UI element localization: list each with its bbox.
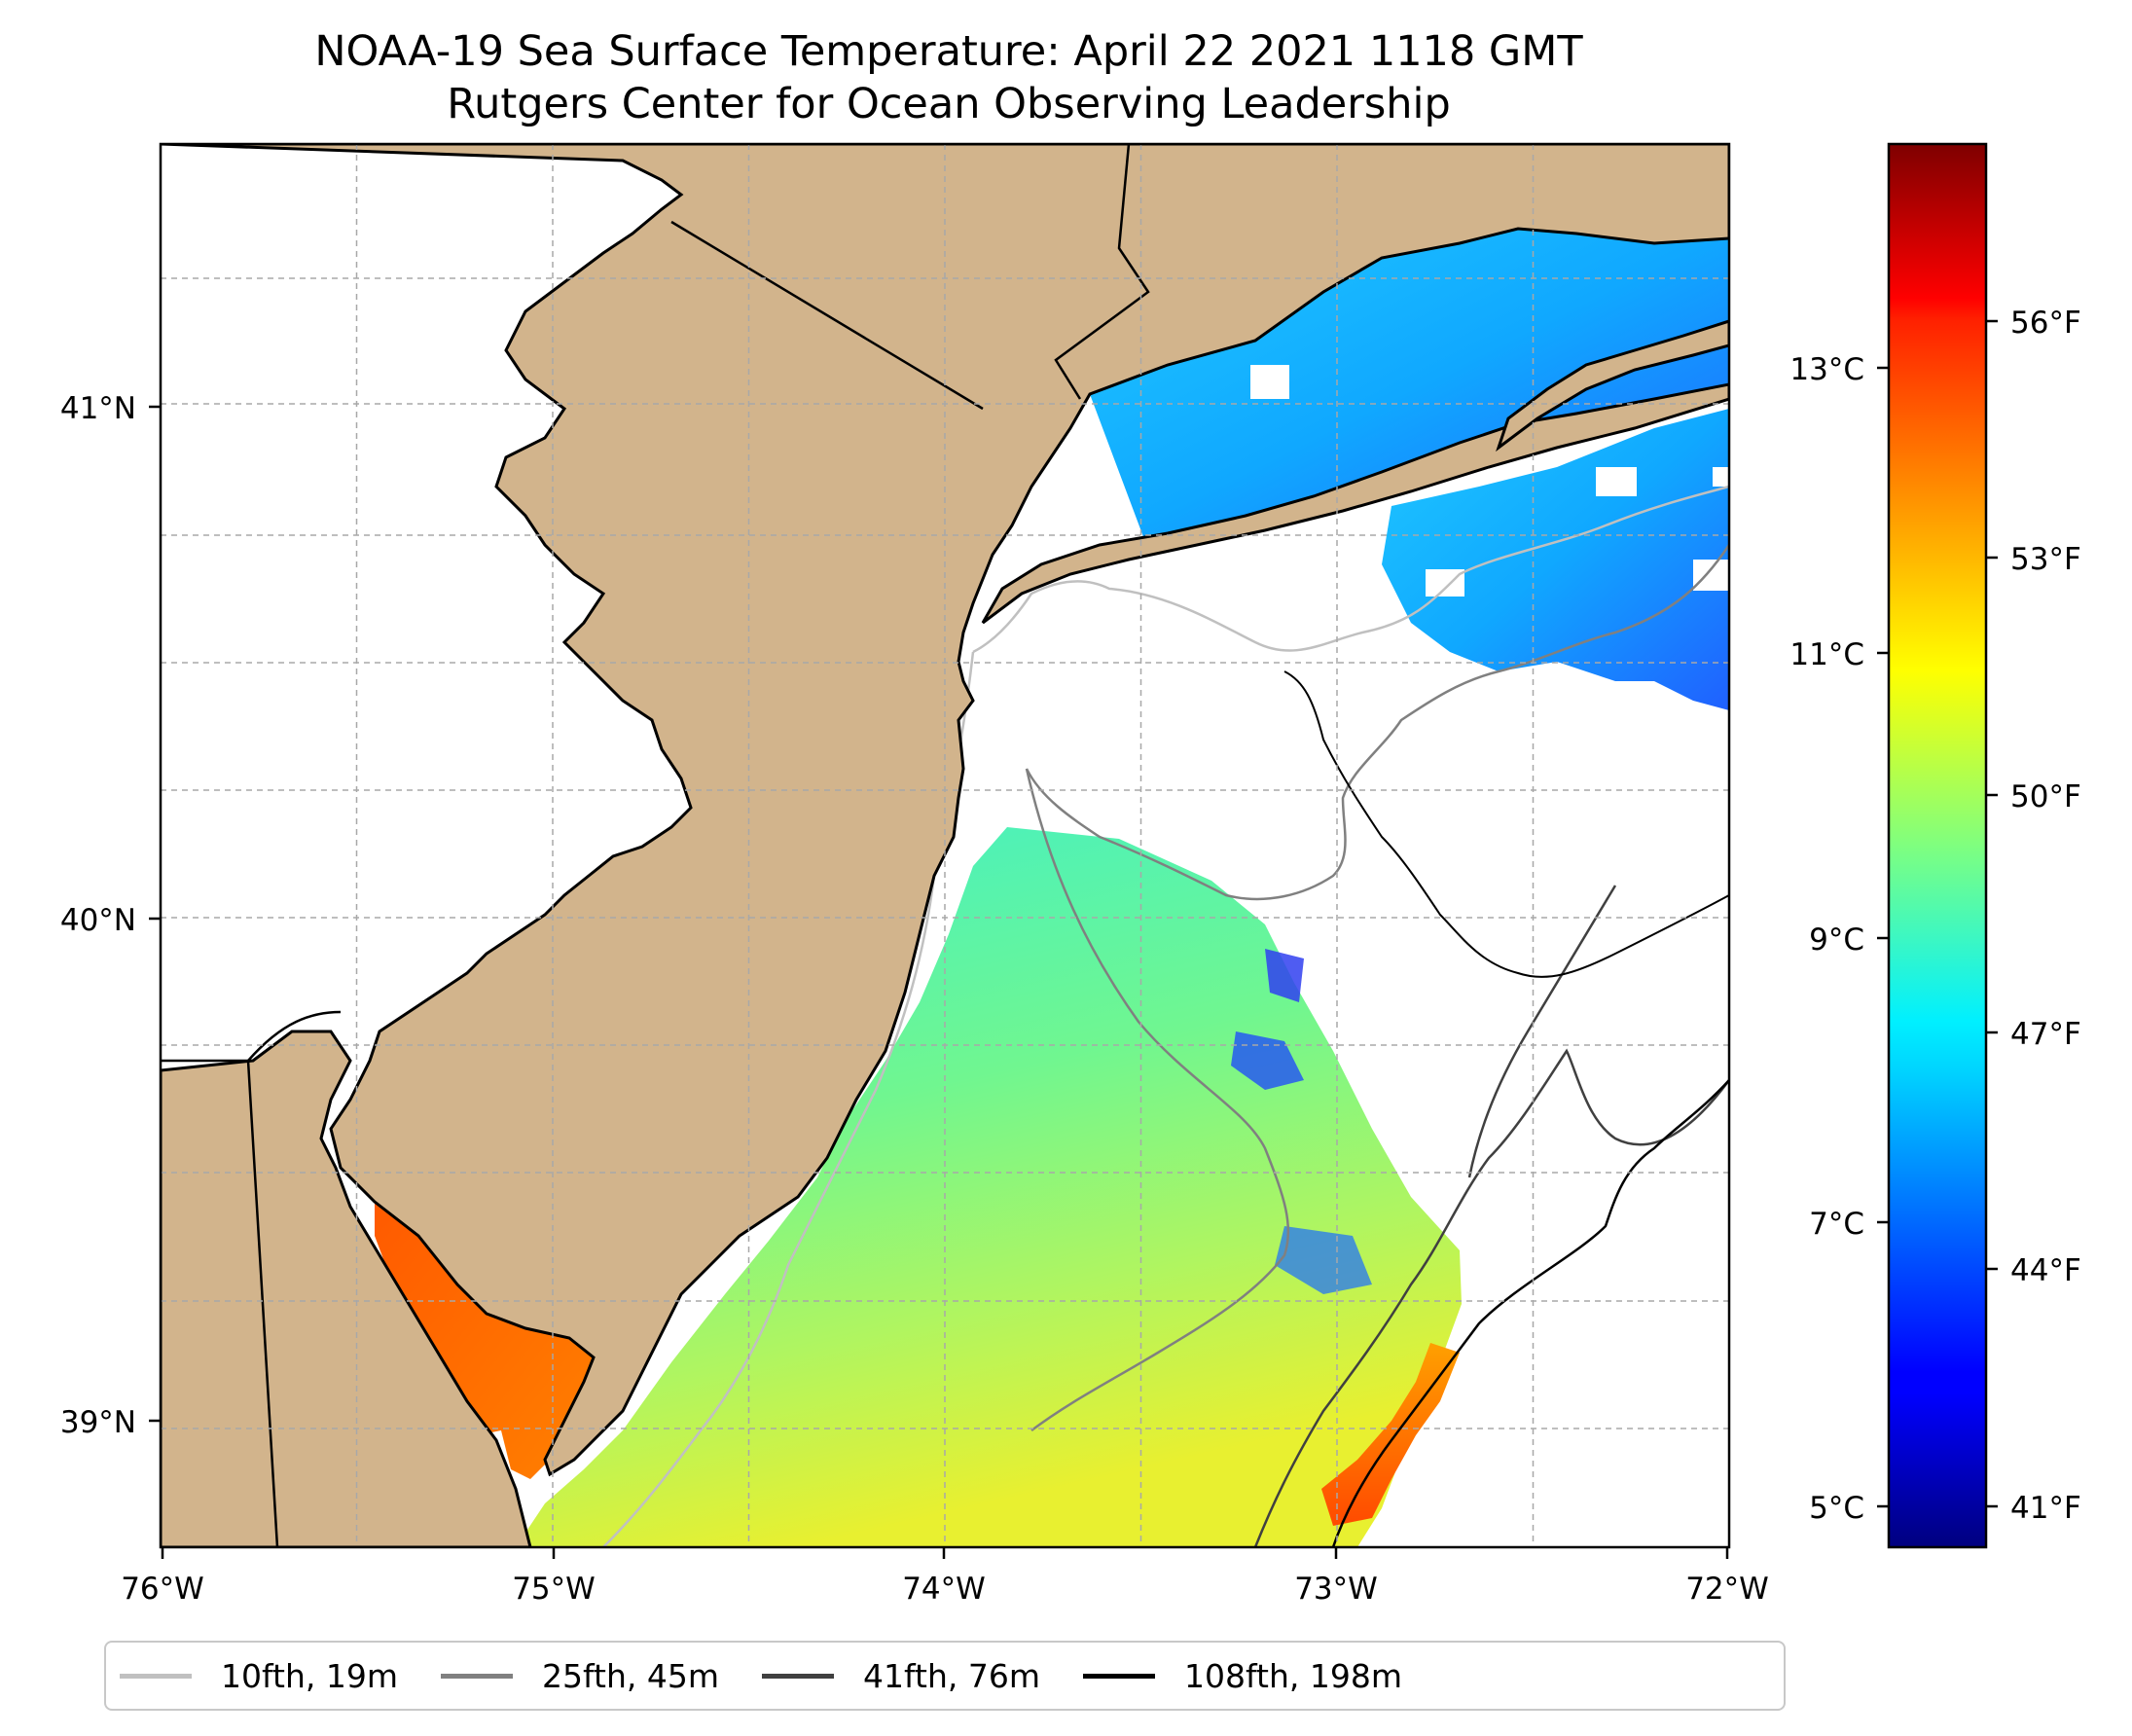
colorbar-celsius-label: 13°C <box>1789 352 1864 387</box>
legend-label: 41fth, 76m <box>863 1656 1040 1695</box>
contour-legend: 10fth, 19m 25fth, 45m 41fth, 76m 108fth,… <box>104 1641 1786 1711</box>
legend-swatch <box>762 1673 834 1679</box>
sst-cool-patch <box>1275 1226 1372 1294</box>
y-tick-label: 40°N <box>60 903 136 938</box>
colorbar-fahrenheit-label: 50°F <box>2010 779 2081 814</box>
legend-label: 10fth, 19m <box>221 1656 398 1695</box>
y-tick-label: 41°N <box>60 391 136 426</box>
colorbar-fahrenheit-label: 56°F <box>2010 306 2081 341</box>
sst-cool-patch <box>1231 1031 1304 1090</box>
legend-swatch <box>441 1673 513 1679</box>
legend-label: 25fth, 45m <box>542 1656 719 1695</box>
land-long-island <box>981 382 1729 625</box>
sst-nodata-pixel <box>1713 467 1729 487</box>
x-ticks <box>161 1547 1729 1559</box>
x-tick-label: 76°W <box>121 1572 204 1607</box>
sst-field-delaware-bay <box>375 1202 594 1479</box>
legend-swatch <box>120 1673 192 1679</box>
x-tick-label: 75°W <box>512 1572 596 1607</box>
map-area <box>161 144 1729 1547</box>
y-tick-label: 39°N <box>60 1405 136 1440</box>
y-ticks <box>149 405 161 1423</box>
contour-25fth <box>1025 544 1729 901</box>
boundary-ny-ct <box>1054 144 1150 400</box>
legend-item: 25fth, 45m <box>441 1657 719 1695</box>
sst-field-north <box>1090 229 1729 550</box>
colorbar-celsius-label: 11°C <box>1789 637 1864 672</box>
colorbar-celsius-label: 7°C <box>1809 1207 1864 1242</box>
contour-108fth <box>1283 670 1729 978</box>
colorbar <box>1887 142 1988 1549</box>
gridlines <box>161 144 1729 1547</box>
sst-cool-patch <box>1265 949 1304 1002</box>
contour-10fth <box>972 485 1729 654</box>
sst-field-south <box>516 827 1462 1547</box>
land-long-island-fork <box>1496 319 1729 452</box>
colorbar-fahrenheit-label: 53°F <box>2010 542 2081 577</box>
colorbar-ticks-fahrenheit <box>1986 319 1998 1508</box>
contour-41fth <box>1253 1048 1729 1547</box>
boundary-ny-nj <box>670 220 984 411</box>
sst-warm-edge <box>1321 1343 1460 1526</box>
legend-swatch <box>1083 1673 1155 1679</box>
colorbar-ticks-celsius <box>1877 366 1889 1508</box>
colorbar-celsius-label: 5°C <box>1809 1491 1864 1526</box>
colorbar-fahrenheit-label: 47°F <box>2010 1017 2081 1052</box>
state-boundaries <box>161 144 1150 1547</box>
legend-item: 10fth, 19m <box>120 1657 398 1695</box>
contour-41fth <box>1467 885 1617 1178</box>
colorbar-fahrenheit-label: 41°F <box>2010 1491 2081 1526</box>
colorbar-fahrenheit-label: 44°F <box>2010 1253 2081 1288</box>
x-tick-label: 72°W <box>1685 1572 1769 1607</box>
sst-nodata-pixel <box>1250 365 1289 399</box>
x-tick-label: 73°W <box>1294 1572 1378 1607</box>
figure-subtitle: Rutgers Center for Ocean Observing Leade… <box>447 80 1451 128</box>
colorbar-celsius-label: 9°C <box>1809 922 1864 958</box>
legend-item: 41fth, 76m <box>762 1657 1040 1695</box>
sst-nodata-pixel <box>1426 569 1464 597</box>
figure-title: NOAA-19 Sea Surface Temperature: April 2… <box>314 27 1583 76</box>
legend-item: 108fth, 198m <box>1083 1657 1402 1695</box>
bathymetry-contours <box>602 485 1729 1547</box>
x-tick-label: 74°W <box>902 1572 986 1607</box>
sst-nodata-pixel <box>1596 467 1637 496</box>
legend-label: 108fth, 198m <box>1184 1656 1402 1695</box>
contour-25fth <box>1025 768 1290 1432</box>
sst-nodata-pixel <box>1693 560 1729 591</box>
boundary-de-arc <box>247 1010 342 1062</box>
sst-field-offshore-north <box>1382 409 1729 710</box>
contour-108fth <box>1331 1079 1729 1547</box>
